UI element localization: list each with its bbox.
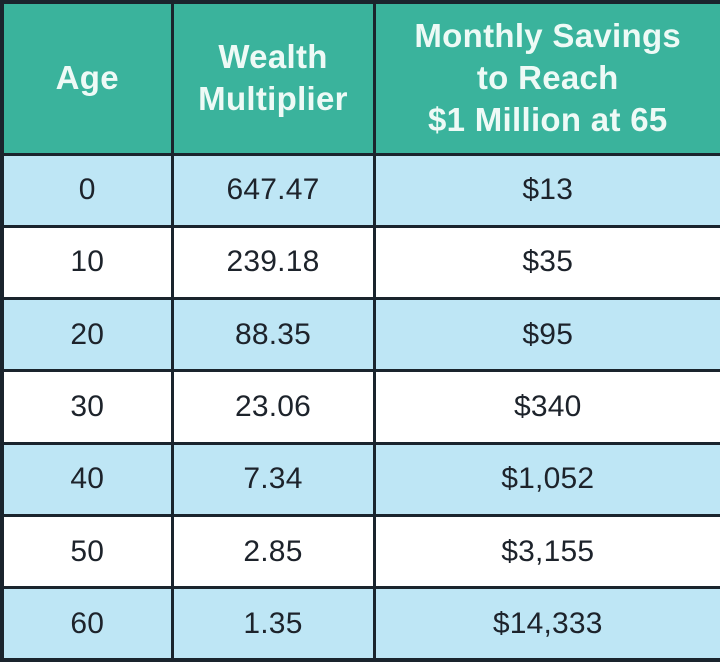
- cell-wealth-multiplier: 1.35: [170, 586, 376, 662]
- table-row: 60 1.35 $14,333: [0, 586, 720, 662]
- column-header-wealth-multiplier: Wealth Multiplier: [170, 0, 376, 156]
- cell-monthly-savings: $35: [372, 224, 720, 301]
- table-row: 40 7.34 $1,052: [0, 441, 720, 517]
- cell-monthly-savings: $340: [372, 369, 720, 445]
- table-row: 30 23.06 $340: [0, 369, 720, 445]
- cell-age: 50: [0, 513, 174, 590]
- cell-monthly-savings: $3,155: [372, 513, 720, 590]
- column-header-monthly-savings: Monthly Savings to Reach $1 Million at 6…: [372, 0, 720, 156]
- cell-wealth-multiplier: 88.35: [170, 297, 376, 373]
- cell-wealth-multiplier: 7.34: [170, 441, 376, 517]
- table-header: Age Wealth Multiplier Monthly Savings to…: [0, 0, 720, 156]
- cell-wealth-multiplier: 239.18: [170, 224, 376, 301]
- header-line: Wealth: [218, 38, 328, 76]
- header-line: Monthly Savings: [414, 16, 682, 54]
- header-line: Age: [55, 59, 119, 97]
- cell-monthly-savings: $1,052: [372, 441, 720, 517]
- cell-age: 20: [0, 297, 174, 373]
- cell-age: 30: [0, 369, 174, 445]
- cell-monthly-savings: $13: [372, 152, 720, 228]
- column-header-age: Age: [0, 0, 174, 156]
- header-line: to Reach: [476, 59, 619, 97]
- table-body: 0 647.47 $13 10 239.18 $35 20 88.35 $95 …: [0, 152, 720, 662]
- table-row: 50 2.85 $3,155: [0, 513, 720, 590]
- cell-wealth-multiplier: 23.06: [170, 369, 376, 445]
- cell-age: 10: [0, 224, 174, 301]
- cell-wealth-multiplier: 2.85: [170, 513, 376, 590]
- table-row: 0 647.47 $13: [0, 152, 720, 228]
- header-line: Multiplier: [198, 80, 348, 118]
- cell-age: 60: [0, 586, 174, 662]
- cell-age: 0: [0, 152, 174, 228]
- table-row: 10 239.18 $35: [0, 224, 720, 301]
- cell-wealth-multiplier: 647.47: [170, 152, 376, 228]
- cell-age: 40: [0, 441, 174, 517]
- table-row: 20 88.35 $95: [0, 297, 720, 373]
- header-line: $1 Million at 65: [427, 101, 668, 139]
- cell-monthly-savings: $95: [372, 297, 720, 373]
- cell-monthly-savings: $14,333: [372, 586, 720, 662]
- header-row: Age Wealth Multiplier Monthly Savings to…: [0, 0, 720, 156]
